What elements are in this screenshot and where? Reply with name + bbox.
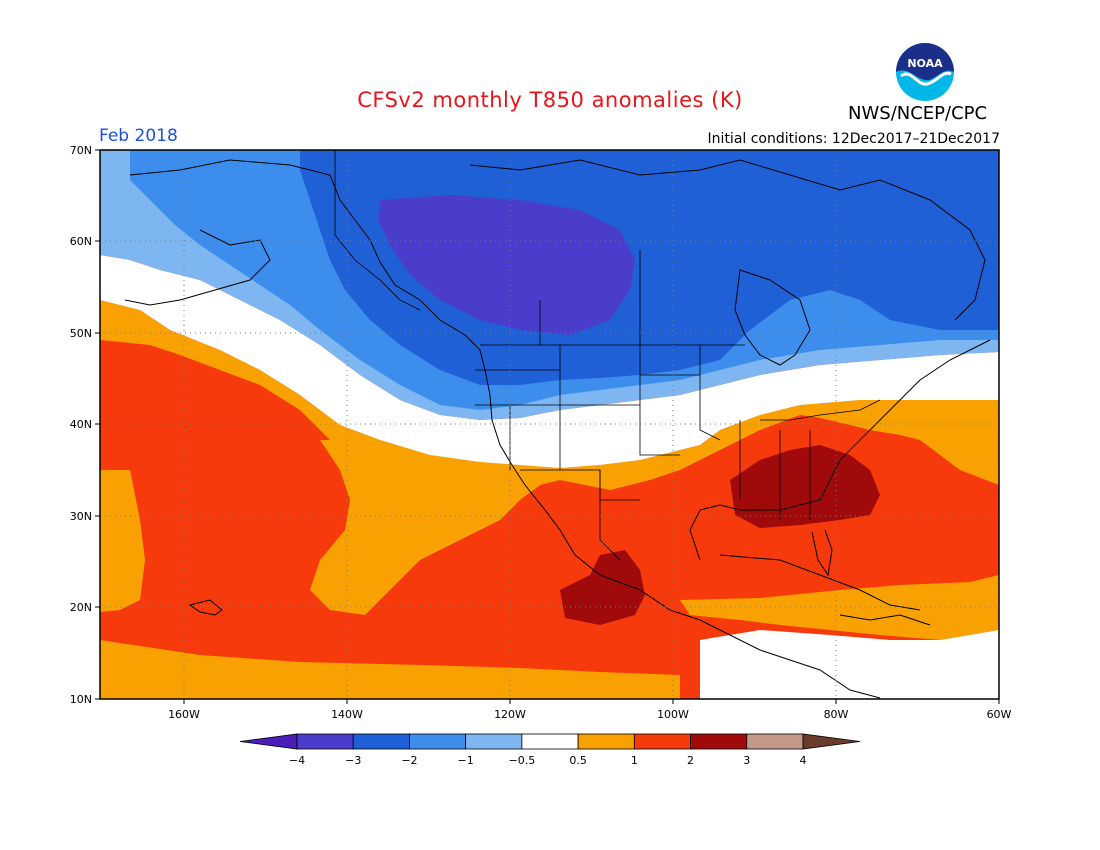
colorbar-label: −3 [345,754,361,767]
colorbar-label: 1 [631,754,638,767]
colorbar-label: 0.5 [569,754,587,767]
colorbar-segment [352,733,410,750]
lat-label: 20N [70,601,92,614]
lat-label: 40N [70,418,92,431]
anomaly-region-minus3-4 [378,195,635,335]
colorbar-label: 2 [687,754,694,767]
colorbar-segment [690,733,748,750]
anomaly-region-neutral-band [100,255,999,468]
colorbar-segment [577,733,635,750]
longitude-labels: 160W 140W 120W 100W 80W 60W [168,708,1011,721]
anomaly-region-caribbean-orange [680,575,999,640]
political-borders [334,150,881,561]
colorbar-segment [521,733,579,750]
colorbar-label: −1 [458,754,474,767]
colorbar: −4 −3 −2 −1 −0.5 0.5 1 2 3 4 [239,733,861,767]
lon-label: 140W [331,708,363,721]
anomaly-region-north-pacific-orange [100,300,999,490]
forecast-month-label: Feb 2018 [99,126,178,146]
colorbar-label: 4 [800,754,807,767]
lon-label: 160W [168,708,200,721]
coastlines [124,159,991,699]
lon-label: 60W [987,708,1012,721]
colorbar-segment [409,733,467,750]
lat-label: 10N [70,693,92,706]
colorbar-label: −4 [289,754,305,767]
anomaly-region-neutral-central-america [700,630,940,699]
colorbar-segment [802,733,861,750]
anomaly-region-neutral-southeast [940,630,999,699]
lat-label: 60N [70,235,92,248]
lon-label: 80W [824,708,849,721]
colorbar-segment [633,733,691,750]
anomaly-field [100,150,999,699]
initial-conditions-label: Initial conditions: 12Dec2017–21Dec2017 [707,131,1000,147]
lon-label: 100W [657,708,689,721]
lon-label: 120W [494,708,526,721]
noaa-logo-icon: NOAA [894,41,956,103]
anomaly-region-plus2-3-mexico [560,550,645,625]
anomaly-region-southern-orange [100,640,680,699]
anomaly-region-pacific-orange-tongue [310,440,560,615]
logo-text: NOAA [907,57,943,70]
colorbar-segment [296,733,354,750]
axis-ticks [95,149,1000,704]
colorbar-label: 3 [743,754,750,767]
latitude-labels: 70N 60N 50N 40N 30N 20N 10N [70,144,92,706]
map-title: CFSv2 monthly T850 anomalies (K) [357,88,743,112]
lat-label: 30N [70,510,92,523]
colorbar-label: −2 [401,754,417,767]
agency-label: NWS/NCEP/CPC [848,103,988,124]
anomaly-region-plus2-3-southeast [730,445,880,528]
anomaly-region-west-orange [100,470,145,612]
colorbar-segment [746,733,804,750]
colorbar-label: −0.5 [509,754,536,767]
lat-label: 70N [70,144,92,157]
colorbar-segment [239,733,298,750]
colorbar-segment [465,733,523,750]
lat-label: 50N [70,327,92,340]
